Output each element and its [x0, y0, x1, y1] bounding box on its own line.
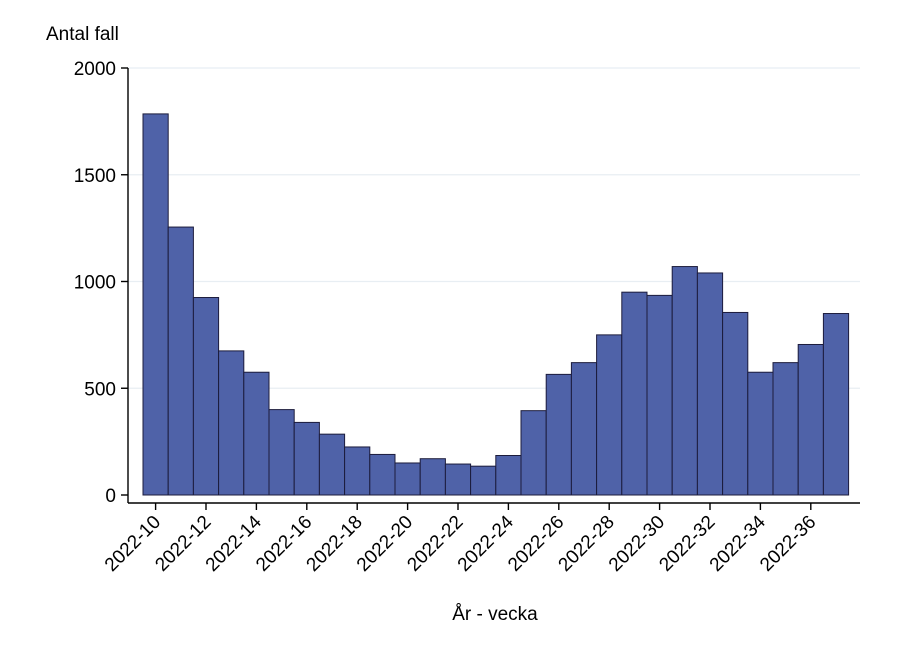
- bar-2022-17: [318, 433, 346, 496]
- bar-2022-18: [344, 446, 371, 496]
- bar-2022-28: [596, 334, 623, 496]
- bar-2022-27: [570, 362, 598, 496]
- bar-2022-35: [772, 362, 799, 496]
- y-tick-label-2000: 2000: [74, 59, 116, 80]
- y-axis-label: Antal fall: [46, 24, 119, 45]
- bar-2022-37: [822, 313, 850, 496]
- bar-2022-21: [419, 458, 446, 496]
- bar-2022-16: [293, 421, 320, 496]
- bar-2022-13: [218, 350, 245, 496]
- bar-2022-20: [394, 462, 421, 496]
- bar-2022-22: [444, 463, 472, 496]
- bar-2022-29: [621, 291, 648, 496]
- bar-2022-25: [520, 410, 547, 496]
- y-tick-label-500: 500: [84, 379, 116, 400]
- y-tick-label-1500: 1500: [74, 166, 116, 187]
- y-tick-label-1000: 1000: [74, 273, 116, 294]
- bar-2022-19: [369, 453, 396, 496]
- x-axis-label: År - vecka: [452, 604, 538, 625]
- bar-2022-36: [797, 343, 824, 496]
- bar-2022-26: [545, 373, 572, 496]
- bar-2022-15: [268, 409, 295, 496]
- bar-2022-12: [192, 297, 220, 496]
- bars: [142, 113, 850, 496]
- bar-2022-32: [696, 272, 724, 496]
- x-tick-label-2022-36: 2022-36: [756, 512, 820, 576]
- bar-2022-24: [495, 455, 522, 496]
- gridlines: [128, 67, 860, 389]
- bar-2022-31: [671, 266, 698, 496]
- bar-2022-33: [722, 311, 749, 496]
- y-tick-label-0: 0: [105, 486, 116, 507]
- bar-2022-23: [470, 465, 497, 496]
- bar-2022-30: [646, 294, 673, 496]
- bar-2022-11: [167, 226, 194, 496]
- bar-2022-10: [142, 113, 169, 496]
- bar-2022-34: [747, 371, 774, 496]
- bar-2022-14: [243, 371, 270, 496]
